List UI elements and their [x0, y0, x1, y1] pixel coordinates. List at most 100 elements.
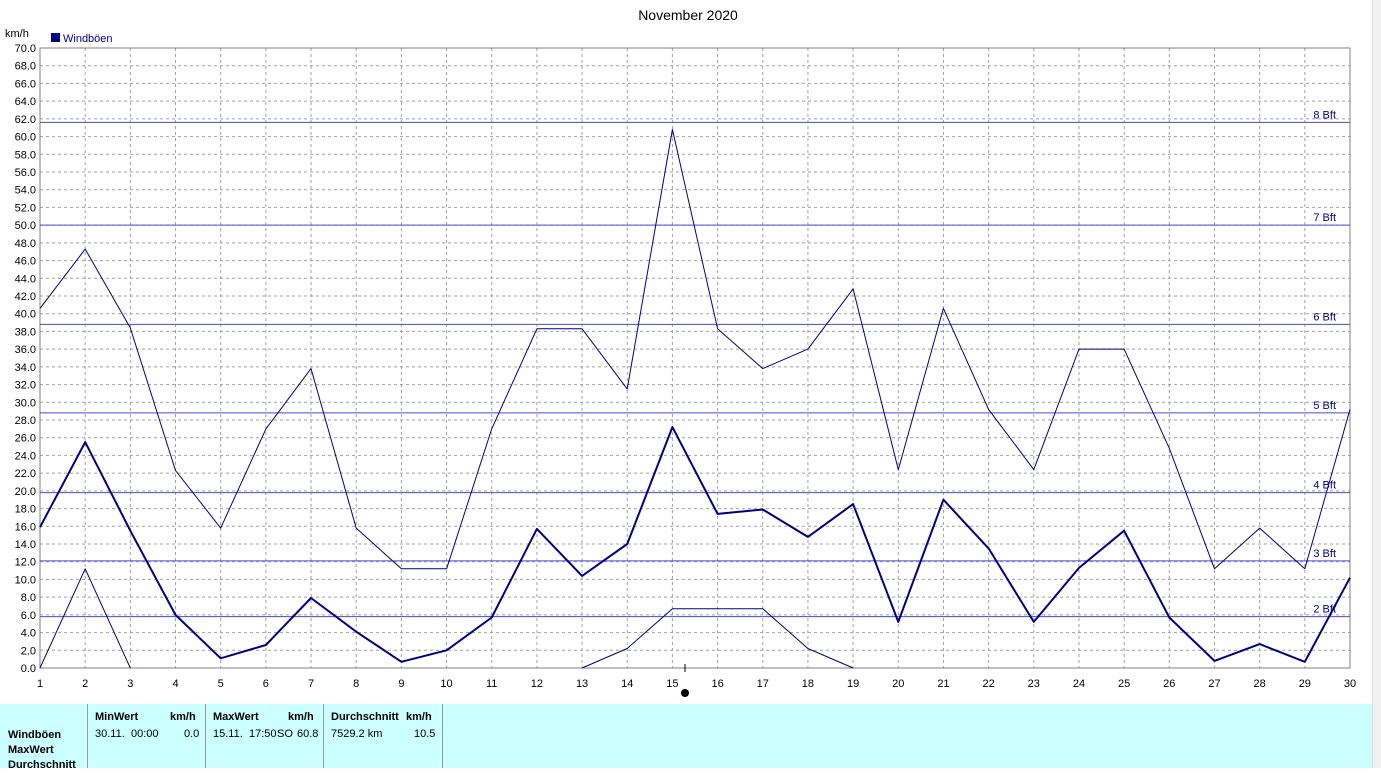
series-line-2	[39, 568, 131, 669]
x-tick-label: 24	[1073, 678, 1085, 690]
y-tick-label: 28.0	[15, 415, 36, 427]
x-tick-label: 28	[1254, 678, 1266, 690]
y-tick-label: 20.0	[15, 486, 36, 498]
x-tick-label: 9	[398, 678, 404, 690]
y-tick-label: 32.0	[15, 380, 36, 392]
stats-col-max: MaxWert km/h 15.11. 17:50 SO 60.8	[205, 704, 324, 768]
stats-col-avg: Durchschnitt km/h 7529.2 km 10.5	[323, 704, 443, 768]
x-tick-label: 17	[757, 678, 769, 690]
x-tick-label: 16	[711, 678, 723, 690]
y-tick-label: 64.0	[15, 96, 36, 108]
y-tick-label: 6.0	[21, 610, 36, 622]
stats-row-labels: Windböen MaxWert Durchschnitt	[8, 728, 76, 773]
y-tick-label: 36.0	[15, 344, 36, 356]
y-tick-label: 26.0	[15, 433, 36, 445]
x-tick-label: 1	[37, 678, 43, 690]
y-tick-label: 14.0	[15, 539, 36, 551]
stats-max-dir: SO	[277, 728, 293, 740]
y-tick-label: 16.0	[15, 521, 36, 533]
y-tick-label: 56.0	[15, 167, 36, 179]
y-tick-label: 68.0	[15, 61, 36, 73]
y-tick-label: 40.0	[15, 309, 36, 321]
stats-avg-header: Durchschnitt	[331, 711, 399, 723]
y-tick-label: 22.0	[15, 468, 36, 480]
x-tick-label: 4	[172, 678, 178, 690]
y-tick-label: 2.0	[21, 645, 36, 657]
y-tick-label: 62.0	[15, 114, 36, 126]
cursor-marker	[681, 664, 689, 697]
x-tick-label: 2	[82, 678, 88, 690]
stats-avg-unit: km/h	[406, 711, 432, 723]
y-tick-label: 8.0	[21, 592, 36, 604]
x-tick-label: 25	[1118, 678, 1130, 690]
bft-label: 8 Bft	[1313, 109, 1336, 121]
bft-label: 3 Bft	[1313, 548, 1336, 560]
x-tick-label: 20	[892, 678, 904, 690]
y-tick-label: 52.0	[15, 202, 36, 214]
x-tick-label: 13	[576, 678, 588, 690]
x-tick-label: 23	[1028, 678, 1040, 690]
x-tick-label: 6	[263, 678, 269, 690]
stats-max-time: 17:50	[249, 728, 277, 740]
x-tick-label: 27	[1208, 678, 1220, 690]
x-tick-label: 29	[1299, 678, 1311, 690]
x-tick-label: 3	[127, 678, 133, 690]
series-line-0	[39, 426, 1351, 663]
x-tick-label: 19	[847, 678, 859, 690]
y-tick-label: 18.0	[15, 504, 36, 516]
y-tick-label: 66.0	[15, 78, 36, 90]
y-tick-label: 42.0	[15, 291, 36, 303]
bft-label: 6 Bft	[1313, 311, 1336, 323]
x-tick-label: 21	[937, 678, 949, 690]
y-tick-label: 34.0	[15, 362, 36, 374]
right-scrollbar[interactable]	[1372, 0, 1381, 768]
stats-min-header: MinWert	[95, 711, 139, 723]
y-tick-label: 48.0	[15, 238, 36, 250]
stats-row-label-maxwert: MaxWert	[8, 744, 54, 756]
stats-min-unit: km/h	[170, 711, 196, 723]
y-tick-label: 58.0	[15, 149, 36, 161]
stats-max-value: 60.8	[297, 728, 319, 740]
stats-max-date: 15.11.	[213, 728, 243, 740]
x-tick-label: 22	[982, 678, 994, 690]
plot-area: 0.0 2.0 4.0 6.0 8.0 10.0 12.0 14.0 16.0 18.0 20.0 2…	[15, 43, 1357, 690]
stats-min-time: 00:00	[131, 728, 159, 740]
y-tick-label: 0.0	[21, 663, 36, 675]
stats-avg-value: 10.5	[414, 728, 436, 740]
cursor-dot-icon	[681, 689, 689, 697]
stats-col-min: MinWert km/h 30.11. 00:00 0.0	[87, 704, 206, 768]
stats-row-label-durchschnitt: Durchschnitt	[8, 759, 76, 771]
stats-max-header: MaxWert	[213, 711, 259, 723]
x-tick-label: 8	[353, 678, 359, 690]
legend-swatch	[51, 33, 60, 42]
x-tick-label: 30	[1344, 678, 1356, 690]
stats-row-label-windboeen: Windböen	[8, 729, 62, 741]
x-tick-label: 12	[531, 678, 543, 690]
y-tick-label: 46.0	[15, 256, 36, 268]
series-line-2	[581, 608, 854, 669]
y-tick-label: 70.0	[15, 43, 36, 55]
x-tick-label: 15	[666, 678, 678, 690]
y-tick-label: 10.0	[15, 574, 36, 586]
x-tick-label: 10	[440, 678, 452, 690]
bft-label: 5 Bft	[1313, 400, 1336, 412]
y-tick-label: 24.0	[15, 450, 36, 462]
y-tick-label: 60.0	[15, 132, 36, 144]
y-tick-label: 54.0	[15, 185, 36, 197]
bft-label: 4 Bft	[1313, 480, 1336, 492]
x-tick-label: 18	[802, 678, 814, 690]
x-tick-label: 5	[218, 678, 224, 690]
x-tick-label: 11	[486, 678, 497, 690]
y-tick-label: 30.0	[15, 397, 36, 409]
x-tick-label: 14	[621, 678, 633, 690]
y-tick-label: 12.0	[15, 557, 36, 569]
wind-chart: November 2020 km/h Windböen 0.0 2.0 4.0 6.0…	[5, 7, 1357, 697]
stats-avg-distance: 7529.2 km	[331, 728, 383, 740]
stats-max-unit: km/h	[288, 711, 314, 723]
stats-min-value: 0.0	[184, 728, 200, 740]
y-tick-label: 38.0	[15, 326, 36, 338]
plot-frame	[39, 47, 1351, 669]
chart-title: November 2020	[638, 7, 738, 23]
y-tick-label: 50.0	[15, 220, 36, 232]
y-tick-label: 4.0	[21, 628, 36, 640]
